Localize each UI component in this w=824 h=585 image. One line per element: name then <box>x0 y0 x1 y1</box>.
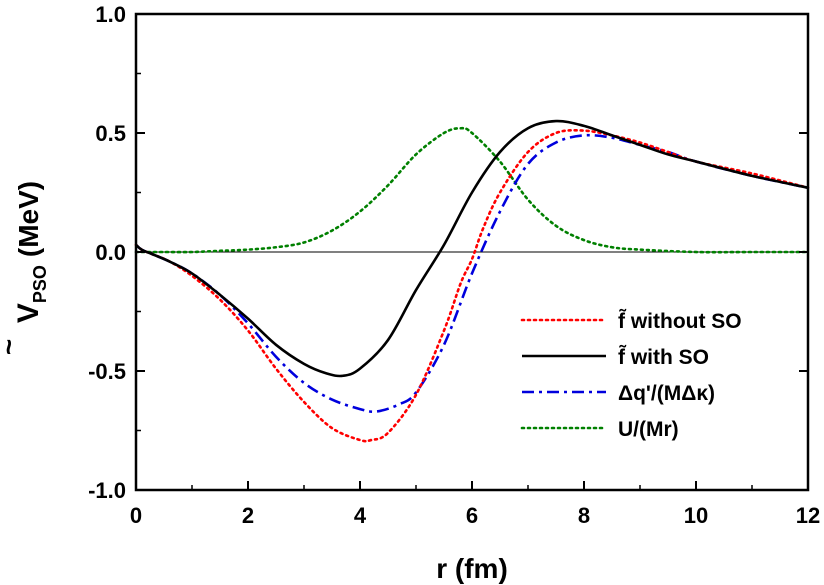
x-tick-label: 0 <box>130 503 142 528</box>
x-axis-label: r (fm) <box>436 553 508 584</box>
x-tick-label: 4 <box>354 503 367 528</box>
legend-label-1: f̃ with SO <box>618 345 709 369</box>
legend: f̃ without SO f̃ with SO Δq'/(MΔκ) U/(Mr) <box>520 309 742 441</box>
x-tick-label: 2 <box>242 503 254 528</box>
legend-label-3: U/(Mr) <box>618 418 679 441</box>
x-tick-label: 8 <box>578 503 590 528</box>
y-tick-label: 0.5 <box>95 121 126 146</box>
x-tick-label: 12 <box>796 503 820 528</box>
series-line-3 <box>134 126 810 254</box>
y-tick-label: 1.0 <box>95 2 126 27</box>
x-tick-label: 10 <box>684 503 708 528</box>
series-line-1 <box>135 119 809 378</box>
legend-label-0: f̃ without SO <box>618 309 742 333</box>
series-line-0 <box>134 128 810 443</box>
series-group <box>134 119 810 443</box>
y-axis-label-main: V <box>12 303 45 323</box>
y-tick-label: 0.0 <box>95 240 126 265</box>
y-ticks: -1.0 -0.5 0.0 0.5 1.0 <box>88 2 808 503</box>
y-tick-label: -1.0 <box>88 478 126 503</box>
legend-label-2: Δq'/(MΔκ) <box>618 382 715 405</box>
y-axis-label-unit: (MeV) <box>13 181 44 257</box>
x-tick-label: 6 <box>466 503 478 528</box>
y-tick-label: -0.5 <box>88 359 126 384</box>
y-axis-label: VPSO (MeV) ~ <box>0 181 50 355</box>
series-line-2 <box>135 133 809 413</box>
y-axis-label-accent: ~ <box>0 339 24 355</box>
y-axis-label-sub: PSO <box>30 265 50 303</box>
y-axis-label-text: VPSO (MeV) <box>12 181 50 323</box>
x-ticks: 0 2 4 6 8 10 12 <box>130 481 820 528</box>
